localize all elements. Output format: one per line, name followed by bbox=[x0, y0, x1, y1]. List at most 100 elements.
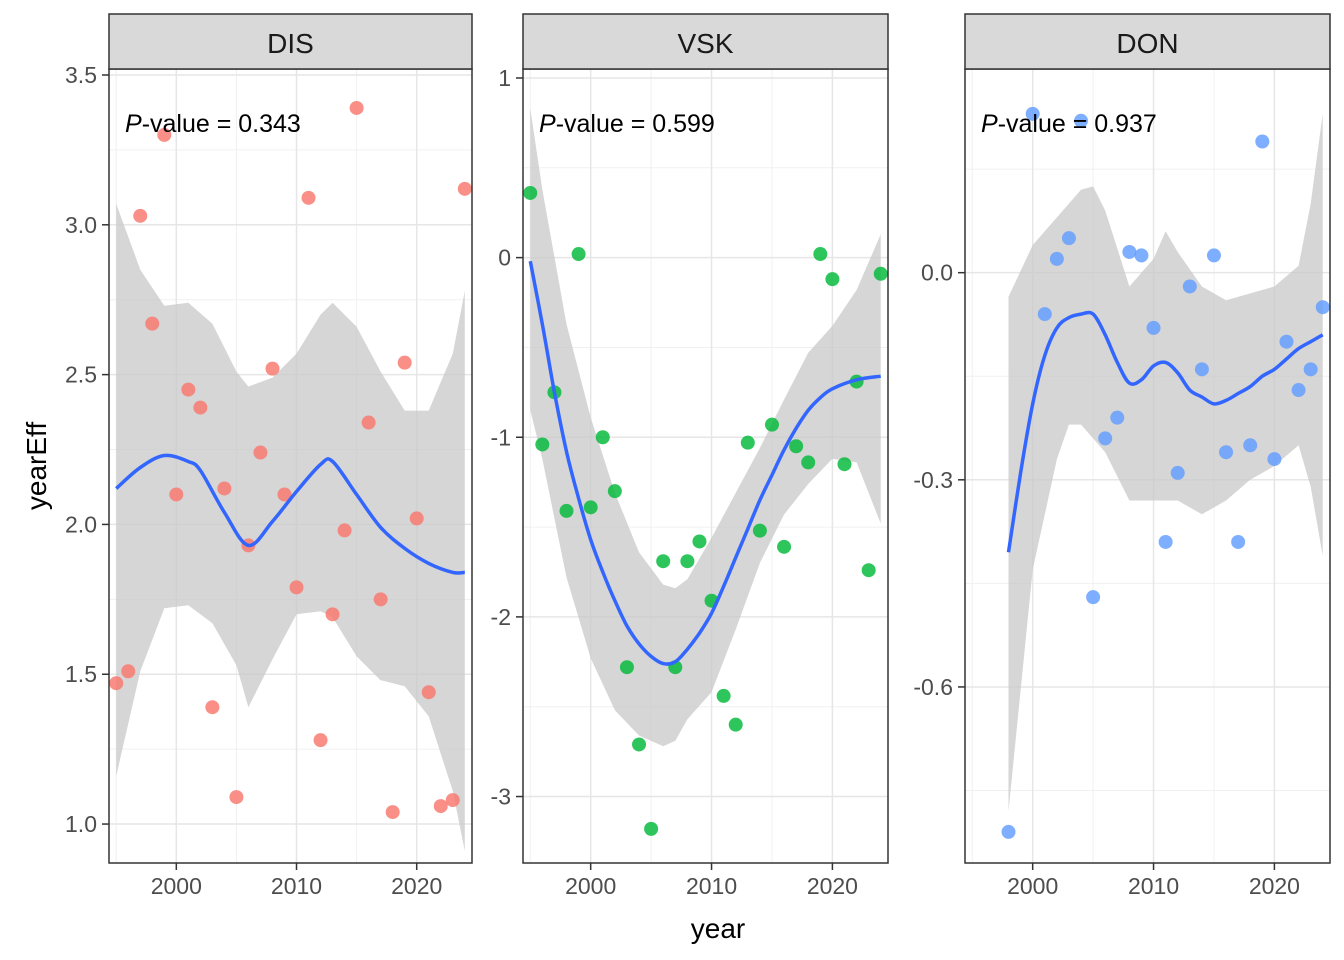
points bbox=[1001, 106, 1330, 839]
data-point bbox=[1049, 251, 1064, 266]
data-point bbox=[789, 439, 804, 454]
data-point bbox=[559, 503, 574, 518]
p-value-annotation: P-value = 0.937 bbox=[981, 110, 1157, 138]
x-tick-label: 2010 bbox=[1128, 873, 1179, 899]
data-point bbox=[1170, 465, 1185, 480]
data-point bbox=[801, 455, 816, 470]
y-tick-label: 1.0 bbox=[65, 811, 97, 837]
data-point bbox=[740, 435, 755, 450]
x-axis-title: year bbox=[691, 913, 745, 944]
data-point bbox=[205, 700, 220, 715]
data-point bbox=[764, 417, 779, 432]
data-point bbox=[181, 382, 196, 397]
data-point bbox=[1098, 431, 1113, 446]
data-point bbox=[337, 523, 352, 538]
y-tick-label: -3 bbox=[491, 784, 511, 810]
data-point bbox=[421, 685, 436, 700]
data-point bbox=[1255, 134, 1270, 149]
y-tick-label: -0.6 bbox=[913, 674, 953, 700]
data-point bbox=[692, 534, 707, 549]
p-value-text: -value = 0.599 bbox=[556, 110, 715, 138]
data-point bbox=[523, 185, 538, 200]
data-point bbox=[109, 676, 124, 691]
data-point bbox=[656, 554, 671, 569]
data-point bbox=[1194, 362, 1209, 377]
facet-strip bbox=[522, 13, 889, 70]
y-tick-label: -2 bbox=[491, 604, 511, 630]
data-point bbox=[1158, 534, 1173, 549]
data-point bbox=[373, 592, 388, 607]
data-point bbox=[157, 127, 172, 142]
x-tick-label: 2020 bbox=[391, 873, 442, 899]
y-tick-label: 2.5 bbox=[65, 362, 97, 388]
smooth-line bbox=[528, 260, 881, 666]
panel-vsk: P-value = 0.599 VSK 2000 2010 2020 -3 -2 -1 0 1 bbox=[491, 13, 889, 899]
data-point bbox=[861, 563, 876, 578]
data-point bbox=[361, 415, 376, 430]
points bbox=[109, 100, 472, 820]
p-value-text: -value = 0.937 bbox=[998, 110, 1157, 138]
data-point bbox=[145, 316, 160, 331]
data-point bbox=[571, 247, 586, 262]
x-tick-label: 2020 bbox=[807, 873, 858, 899]
data-point bbox=[349, 100, 364, 115]
data-point bbox=[595, 430, 610, 445]
data-point bbox=[301, 190, 316, 205]
y-tick-label: 3.0 bbox=[65, 212, 97, 238]
data-point bbox=[873, 266, 888, 281]
confidence-ribbon bbox=[530, 108, 881, 747]
data-point bbox=[397, 355, 412, 370]
facet-strip-label: DIS bbox=[267, 28, 314, 59]
data-point bbox=[1061, 231, 1076, 246]
data-point bbox=[277, 487, 292, 502]
x-tick-label: 2000 bbox=[565, 873, 616, 899]
data-point bbox=[728, 717, 743, 732]
p-value-symbol: P bbox=[125, 110, 142, 138]
data-point bbox=[837, 457, 852, 472]
data-point bbox=[1279, 334, 1294, 349]
data-point bbox=[1267, 452, 1282, 467]
data-point bbox=[825, 272, 840, 287]
x-tick-label: 2020 bbox=[1249, 873, 1300, 899]
data-point bbox=[253, 445, 268, 460]
data-point bbox=[1182, 279, 1197, 294]
x-tick-label: 2010 bbox=[686, 873, 737, 899]
y-tick-label: 0.0 bbox=[921, 260, 953, 286]
y-tick-label: -1 bbox=[491, 424, 511, 450]
data-point bbox=[433, 799, 448, 814]
data-point bbox=[121, 664, 136, 679]
data-point bbox=[1206, 248, 1221, 263]
p-value-symbol: P bbox=[981, 110, 998, 138]
y-tick-label: 1 bbox=[498, 65, 511, 91]
data-point bbox=[1315, 300, 1330, 315]
data-point bbox=[619, 660, 634, 675]
data-point bbox=[1122, 244, 1137, 259]
p-value-text: -value = 0.343 bbox=[142, 110, 301, 138]
data-point bbox=[1074, 113, 1089, 128]
data-point bbox=[632, 737, 647, 752]
data-point bbox=[1291, 383, 1306, 398]
data-point bbox=[265, 361, 280, 376]
data-point bbox=[1231, 534, 1246, 549]
y-tick-label: 3.5 bbox=[65, 62, 97, 88]
data-point bbox=[409, 511, 424, 526]
data-point bbox=[680, 554, 695, 569]
smooth-line bbox=[115, 453, 465, 575]
p-value-symbol: P bbox=[539, 110, 556, 138]
x-tick-label: 2000 bbox=[1007, 873, 1058, 899]
data-point bbox=[752, 523, 767, 538]
data-point bbox=[535, 437, 550, 452]
data-point bbox=[313, 733, 328, 748]
facet-strip-label: DON bbox=[1116, 28, 1178, 59]
y-tick-label: -0.3 bbox=[913, 467, 953, 493]
data-point bbox=[289, 580, 304, 595]
x-tick-label: 2000 bbox=[151, 873, 202, 899]
data-point bbox=[1025, 106, 1040, 121]
data-point bbox=[716, 688, 731, 703]
data-point bbox=[1303, 362, 1318, 377]
data-point bbox=[607, 484, 622, 499]
data-point bbox=[1001, 824, 1016, 839]
data-point bbox=[1243, 438, 1258, 453]
data-point bbox=[583, 500, 598, 515]
